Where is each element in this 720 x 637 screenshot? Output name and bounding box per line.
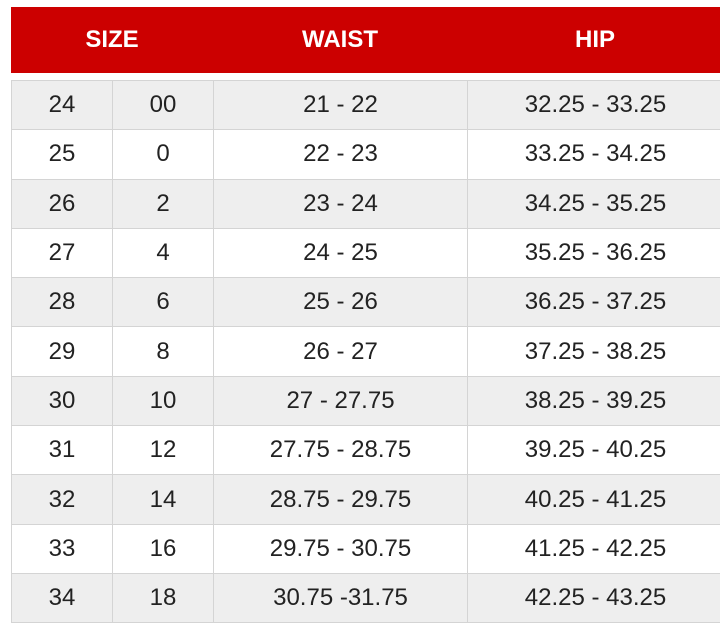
alt-size-cell: 0: [112, 129, 214, 180]
waist-cell: 27 - 27.75: [213, 375, 468, 427]
size-cell: 26: [11, 178, 113, 229]
size-cell: 24: [11, 79, 113, 131]
alt-size-cell: 8: [112, 326, 214, 377]
hip-cell: 39.25 - 40.25: [467, 425, 720, 476]
header-hip: HIP: [574, 26, 615, 53]
waist-cell: 30.75 -31.75: [213, 572, 468, 624]
table-row: 31 12 27.75 - 28.75 39.25 - 40.25: [11, 425, 720, 476]
waist-cell: 27.75 - 28.75: [213, 425, 468, 476]
header-waist: WAIST: [302, 26, 378, 53]
hip-cell: 40.25 - 41.25: [467, 474, 720, 525]
hip-cell: 36.25 - 37.25: [467, 277, 720, 328]
waist-cell: 28.75 - 29.75: [213, 474, 468, 525]
table-row: 25 0 22 - 23 33.25 - 34.25: [11, 129, 720, 180]
size-cell: 29: [11, 326, 113, 377]
table-row: 29 8 26 - 27 37.25 - 38.25: [11, 326, 720, 377]
table-row: 32 14 28.75 - 29.75 40.25 - 41.25: [11, 474, 720, 525]
hip-cell: 35.25 - 36.25: [467, 227, 720, 279]
hip-cell: 37.25 - 38.25: [467, 326, 720, 377]
alt-size-cell: 6: [112, 277, 214, 328]
alt-size-cell: 2: [112, 178, 214, 229]
alt-size-cell: 12: [112, 425, 214, 476]
alt-size-cell: 14: [112, 474, 214, 525]
size-cell: 30: [11, 375, 113, 427]
hip-cell: 34.25 - 35.25: [467, 178, 720, 229]
size-cell: 32: [11, 474, 113, 525]
alt-size-cell: 00: [112, 79, 214, 131]
waist-cell: 22 - 23: [213, 129, 468, 180]
alt-size-cell: 4: [112, 227, 214, 279]
waist-cell: 29.75 - 30.75: [213, 523, 468, 574]
waist-cell: 24 - 25: [213, 227, 468, 279]
table-row: 24 00 21 - 22 32.25 - 33.25: [11, 79, 720, 131]
alt-size-cell: 18: [112, 572, 214, 624]
waist-cell: 21 - 22: [213, 79, 468, 131]
waist-cell: 26 - 27: [213, 326, 468, 377]
table-row: 34 18 30.75 -31.75 42.25 - 43.25: [11, 572, 720, 624]
alt-size-cell: 16: [112, 523, 214, 574]
table-row: 33 16 29.75 - 30.75 41.25 - 42.25: [11, 523, 720, 574]
size-cell: 31: [11, 425, 113, 476]
table-row: 26 2 23 - 24 34.25 - 35.25: [11, 178, 720, 229]
size-cell: 27: [11, 227, 113, 279]
header-size: SIZE: [85, 26, 139, 53]
size-cell: 28: [11, 277, 113, 328]
table-row: 28 6 25 - 26 36.25 - 37.25: [11, 277, 720, 328]
size-chart-table: 24 00 21 - 22 32.25 - 33.25 25 0 22 - 23 33.25 …: [11, 79, 720, 624]
hip-cell: 41.25 - 42.25: [467, 523, 720, 574]
table-row: 30 10 27 - 27.75 38.25 - 39.25: [11, 375, 720, 427]
size-cell: 34: [11, 572, 113, 624]
hip-cell: 33.25 - 34.25: [467, 129, 720, 180]
table-header: SIZE WAIST HIP: [11, 7, 720, 73]
alt-size-cell: 10: [112, 375, 214, 427]
table-row: 27 4 24 - 25 35.25 - 36.25: [11, 227, 720, 279]
waist-cell: 23 - 24: [213, 178, 468, 229]
hip-cell: 42.25 - 43.25: [467, 572, 720, 624]
waist-cell: 25 - 26: [213, 277, 468, 328]
size-cell: 25: [11, 129, 113, 180]
size-cell: 33: [11, 523, 113, 574]
hip-cell: 32.25 - 33.25: [467, 79, 720, 131]
hip-cell: 38.25 - 39.25: [467, 375, 720, 427]
